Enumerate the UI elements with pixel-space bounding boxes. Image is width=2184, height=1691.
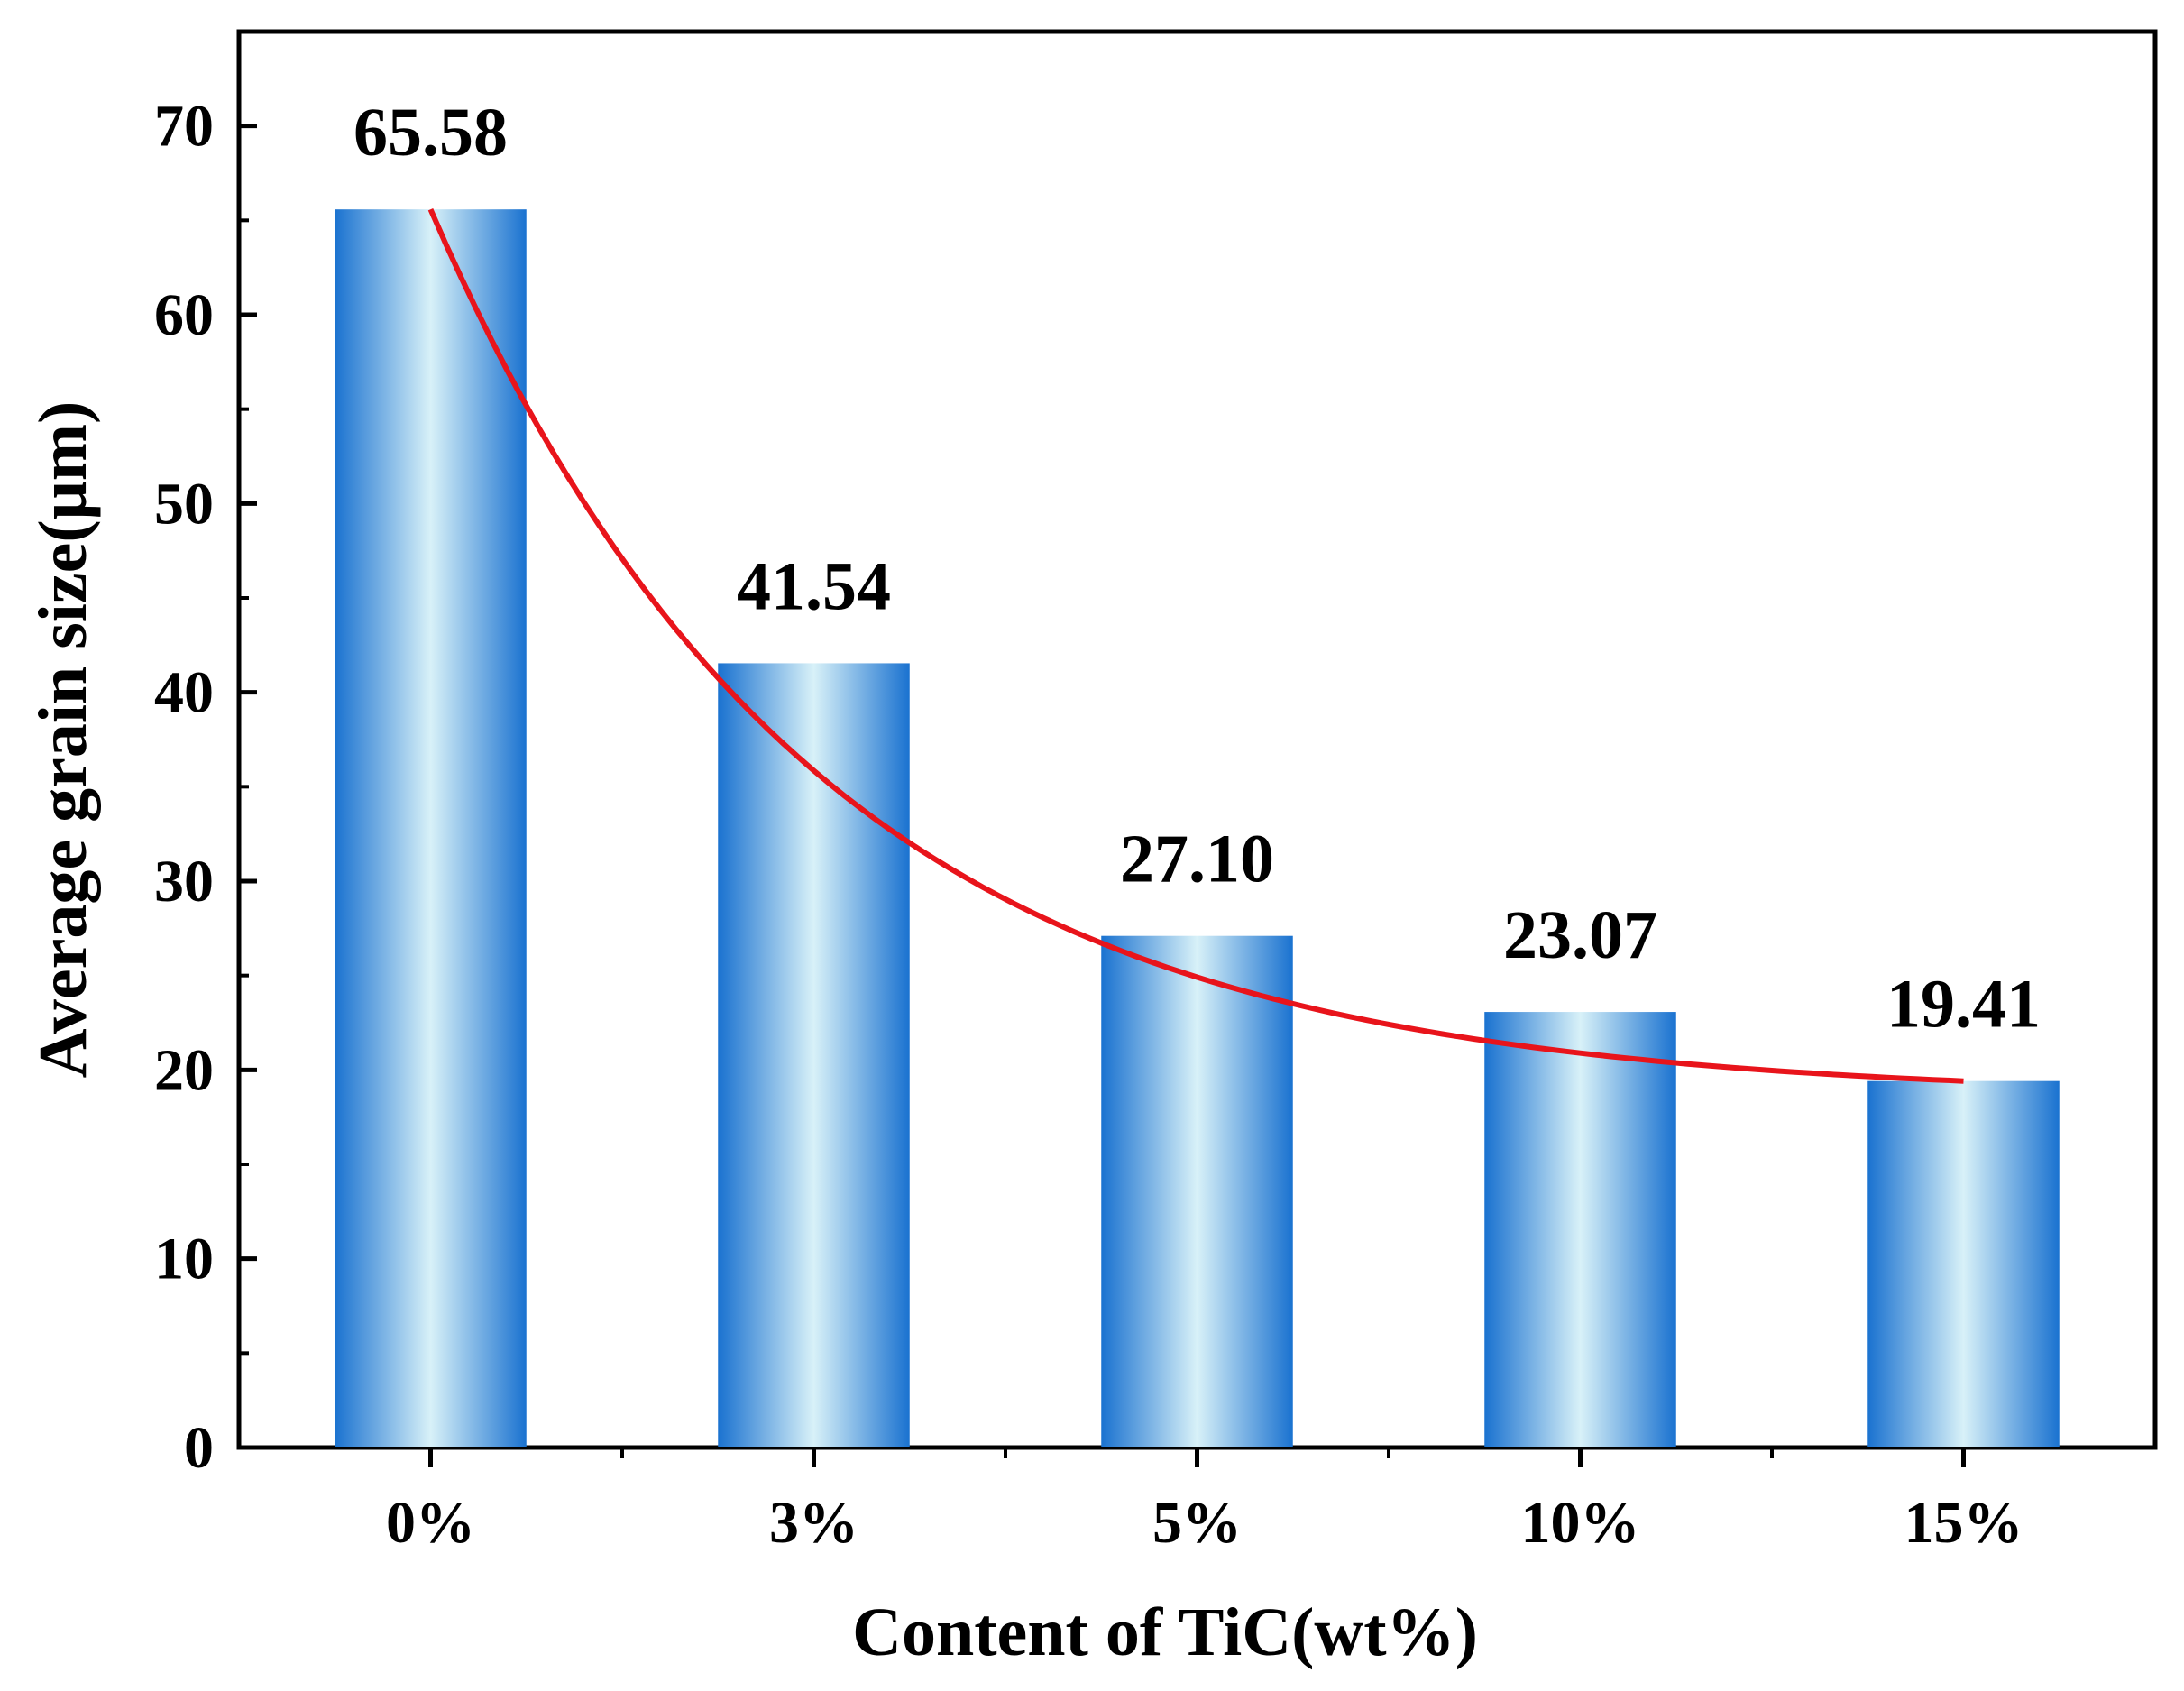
data-label: 65.58 <box>353 95 508 170</box>
y-tick-label: 20 <box>154 1037 214 1103</box>
y-tick-label: 50 <box>154 471 214 537</box>
data-label: 19.41 <box>1886 967 2041 1043</box>
bar <box>1867 1080 2060 1447</box>
y-axis-title: Average grain size(μm) <box>25 401 101 1079</box>
data-label: 41.54 <box>737 548 891 624</box>
bar <box>335 209 527 1447</box>
data-labels-group: 65.58 41.54 27.10 23.07 19.41 <box>353 95 2041 1042</box>
bars-group <box>335 209 2060 1447</box>
data-label: 23.07 <box>1503 897 1657 973</box>
y-axis: 0 10 20 30 40 50 60 70 <box>154 94 257 1481</box>
y-tick-label: 0 <box>184 1415 214 1481</box>
x-axis: 0% 3% 5% 10% 15% <box>386 1447 2023 1556</box>
y-tick-label: 30 <box>154 849 214 914</box>
x-axis-title: Content of TiC(wt%) <box>852 1595 1478 1670</box>
x-tick-label: 0% <box>386 1490 475 1556</box>
y-tick-label: 40 <box>154 660 214 726</box>
y-tick-label: 60 <box>154 282 214 348</box>
x-tick-label: 15% <box>1904 1490 2023 1556</box>
y-tick-label: 70 <box>154 94 214 160</box>
bar <box>1484 1012 1676 1447</box>
x-tick-label: 5% <box>1152 1490 1242 1556</box>
x-tick-label: 10% <box>1521 1490 1640 1556</box>
y-tick-label: 10 <box>154 1227 214 1292</box>
trend-line <box>427 207 1964 1084</box>
bar <box>1101 935 1293 1447</box>
x-tick-label: 3% <box>769 1490 858 1556</box>
data-label: 27.10 <box>1120 822 1274 897</box>
bar <box>718 663 910 1447</box>
